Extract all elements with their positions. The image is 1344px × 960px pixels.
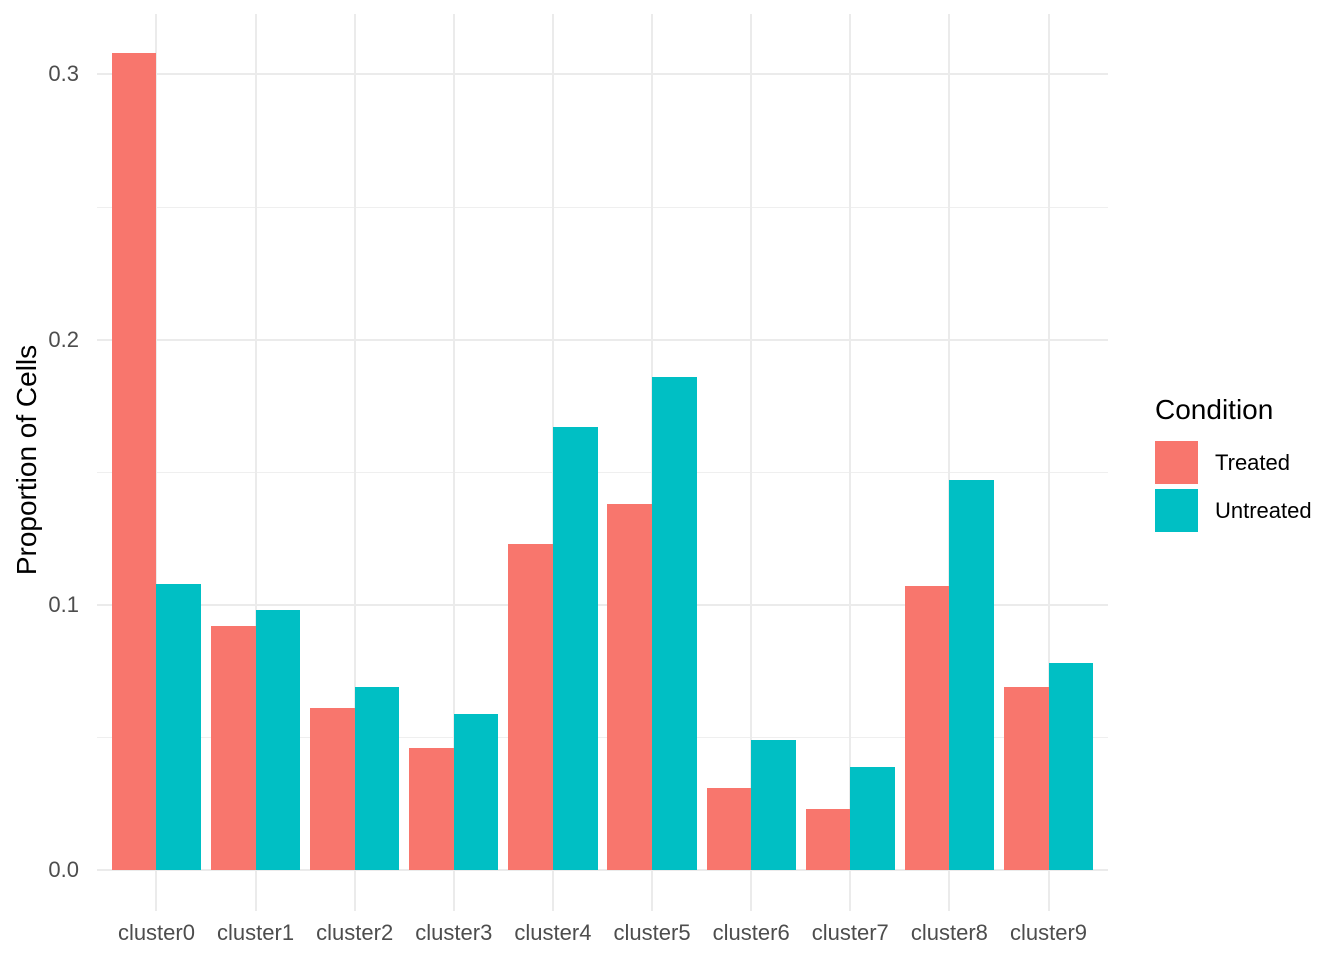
gridline-y-major (97, 603, 1108, 606)
bar-treated-cluster7 (805, 809, 851, 870)
x-tick-label: cluster6 (712, 920, 790, 945)
bar-treated-cluster4 (508, 543, 553, 870)
gridline-y-minor (97, 206, 1108, 208)
gridline-x-major (948, 14, 951, 911)
y-tick-label: 0.3 (48, 61, 79, 87)
gridline-x-major (750, 14, 753, 911)
legend-swatch-treated (1155, 441, 1198, 484)
bar-untreated-cluster6 (751, 740, 796, 870)
gridline-x-major (155, 14, 158, 911)
x-tick-label: cluster7 (811, 920, 889, 945)
bar-treated-cluster6 (706, 787, 752, 870)
legend-entry-untreated: Untreated (1155, 489, 1335, 532)
bar-treated-cluster9 (1003, 687, 1049, 870)
legend-entry-treated: Treated (1155, 441, 1335, 484)
x-tick-label: cluster1 (217, 920, 295, 945)
x-tick-label: cluster8 (910, 920, 988, 945)
bar-untreated-cluster4 (552, 427, 598, 870)
y-tick-label: 0.2 (48, 326, 79, 352)
gridline-y-major (97, 869, 1108, 871)
bar-treated-cluster2 (310, 708, 355, 870)
bar-untreated-cluster9 (1048, 663, 1094, 870)
legend-label-treated: Treated (1215, 450, 1291, 475)
bar-treated-cluster8 (904, 586, 950, 870)
bar-treated-cluster5 (607, 504, 653, 870)
legend-swatch-untreated (1155, 489, 1198, 532)
gridline-y-minor (97, 471, 1108, 473)
x-tick-label: cluster2 (316, 920, 394, 945)
bar-untreated-cluster7 (850, 766, 895, 870)
gridline-y-minor (97, 736, 1108, 738)
legend-label-untreated: Untreated (1215, 498, 1312, 523)
gridline-x-major (849, 14, 852, 911)
gridline-y-major (97, 73, 1108, 76)
bar-treated-cluster3 (409, 748, 454, 870)
y-tick-label: 0.1 (48, 591, 79, 617)
chart-panel (97, 14, 1108, 911)
x-tick-label: cluster0 (117, 920, 195, 945)
bar-untreated-cluster1 (255, 610, 301, 870)
bar-treated-cluster0 (111, 53, 157, 870)
y-axis-title: Proportion of Cells (11, 344, 42, 576)
bar-untreated-cluster0 (156, 583, 202, 870)
gridline-x-major (353, 14, 356, 911)
legend-title: Condition (1155, 394, 1274, 425)
legend-entries: Treated Untreated (1155, 441, 1335, 532)
gridline-x-major (1047, 14, 1050, 911)
x-tick-label: cluster9 (1009, 920, 1088, 945)
x-tick-label: cluster3 (415, 920, 493, 945)
bar-treated-cluster1 (210, 626, 256, 870)
y-tick-label: 0.0 (48, 857, 79, 882)
gridline-y-major (97, 338, 1108, 341)
x-tick-label: cluster4 (514, 920, 592, 945)
gridline-x-major (452, 14, 455, 911)
x-tick-label: cluster5 (613, 920, 691, 945)
bar-untreated-cluster3 (453, 713, 499, 870)
bar-untreated-cluster8 (949, 480, 994, 870)
gridline-x-major (254, 14, 257, 911)
bar-untreated-cluster5 (652, 376, 697, 870)
bar-untreated-cluster2 (354, 687, 400, 870)
legend: Condition Treated Untreated (1155, 394, 1335, 537)
